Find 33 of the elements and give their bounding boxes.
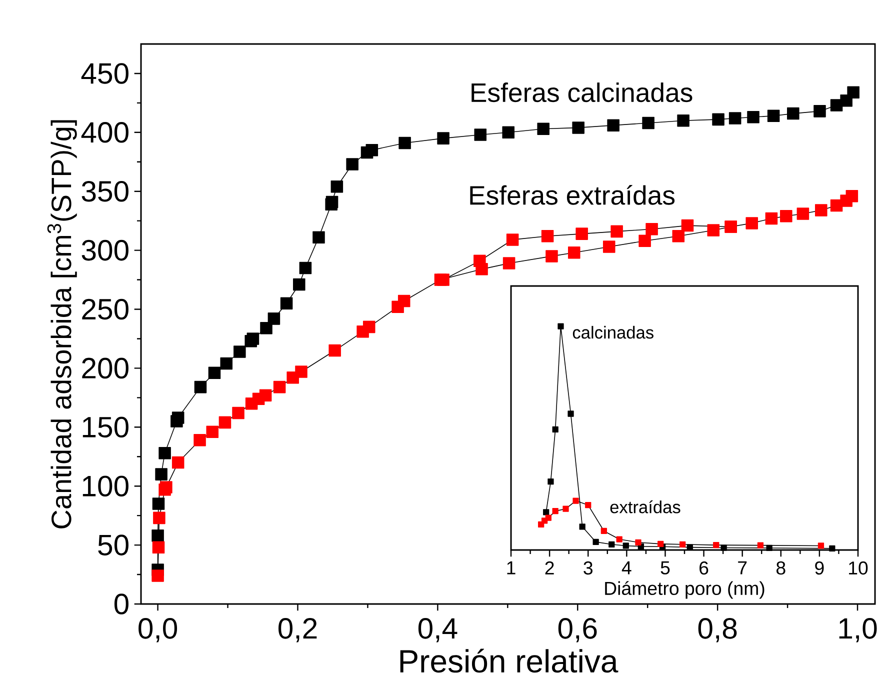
x-tick-label: 10 <box>849 561 868 575</box>
x-tick-label: 0,2 <box>278 618 317 642</box>
x-tick-label: 1 <box>507 561 516 574</box>
x-axis-title: Presión relativa <box>400 648 618 673</box>
x-tick-label: 0,6 <box>558 618 597 642</box>
x-tick-label: 9 <box>815 561 824 575</box>
series-label: Esferas extraídas <box>470 184 675 205</box>
y-tick-label: 300 <box>82 240 128 261</box>
x-tick-label: 6 <box>700 561 708 575</box>
x-tick-label: 5 <box>660 561 670 574</box>
y-tick-label: 0 <box>114 594 128 614</box>
y-tick-label: 250 <box>82 298 128 320</box>
x-tick-label: 0,4 <box>418 618 458 642</box>
x-tick-label: 2 <box>545 561 554 574</box>
y-tick-label: 200 <box>82 358 128 379</box>
x-axis-title: Diámetro poro (nm) <box>605 581 764 599</box>
y-tick-label: 350 <box>82 180 128 202</box>
x-tick-label: 8 <box>776 561 786 575</box>
x-tick-label: 4 <box>622 561 632 574</box>
series-label: extraídas <box>610 500 680 514</box>
y-tick-label: 150 <box>82 416 128 438</box>
x-tick-label: 1,0 <box>839 618 877 642</box>
x-tick-label: 0,0 <box>138 618 178 642</box>
series-label: calcinadas <box>572 326 654 339</box>
y-tick-label: 50 <box>98 534 128 556</box>
x-tick-label: 7 <box>738 561 747 574</box>
y-tick-label: 100 <box>82 476 128 496</box>
y-tick-label: 400 <box>81 122 128 143</box>
series-label: Esferas calcinadas <box>472 82 692 102</box>
y-tick-label: 450 <box>81 63 128 84</box>
y-axis-title: Cantidad adsorbida [cm$^{3}$(STP)/g] <box>47 120 77 528</box>
x-tick-label: 3 <box>584 561 592 575</box>
x-tick-label: 0,8 <box>698 618 737 642</box>
